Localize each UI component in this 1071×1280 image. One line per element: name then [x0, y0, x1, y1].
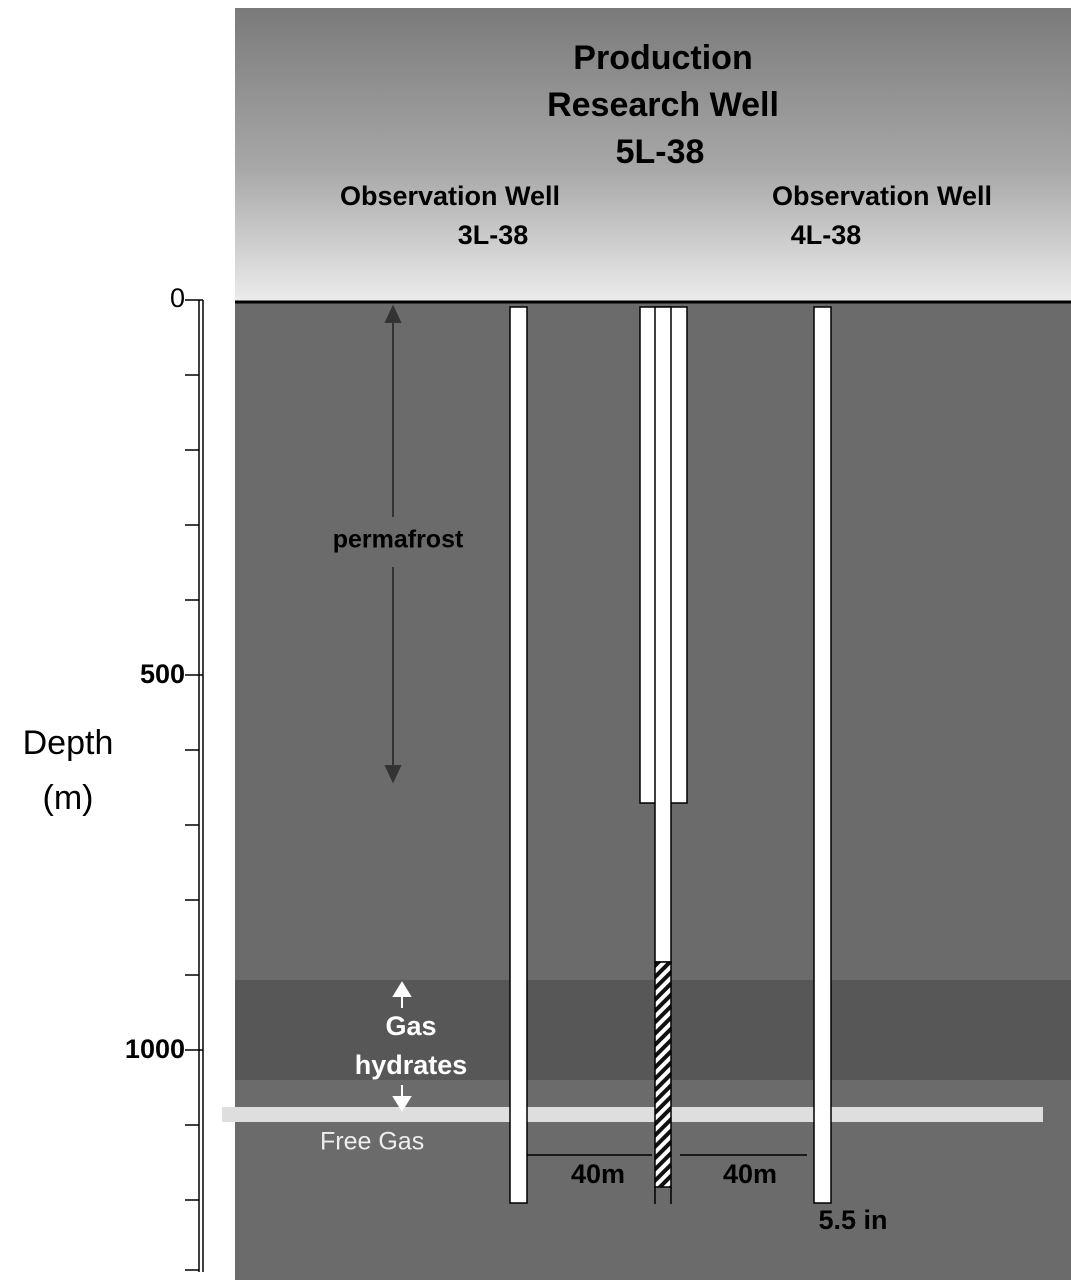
spacing-label: 40m	[723, 1159, 777, 1189]
hydrate-arrows	[392, 981, 412, 1112]
zone-label: hydrates	[355, 1050, 468, 1080]
well-id: 3L-38	[458, 220, 529, 250]
gas-boundary	[222, 1107, 1043, 1122]
sky	[235, 8, 1071, 302]
hydrate-zone	[235, 980, 1071, 1080]
axis-label: (m)	[43, 779, 94, 817]
well-name: Observation Well	[340, 181, 560, 211]
tick-label: 500	[140, 659, 185, 689]
axis-label: Depth	[23, 724, 114, 762]
zone-label: Free Gas	[320, 1128, 424, 1156]
spacing-label: 40m	[571, 1159, 625, 1189]
zone-label: permafrost	[333, 526, 464, 554]
zone-label: Gas	[385, 1011, 436, 1041]
well-id: 4L-38	[791, 220, 862, 250]
tick-label: 1000	[125, 1034, 185, 1064]
permafrost-arrow	[384, 304, 402, 784]
tick-label: 0	[170, 283, 185, 313]
title-line: Production	[573, 39, 752, 77]
title-line: 5L-38	[616, 133, 705, 171]
title-line: Research Well	[547, 86, 779, 124]
depth-axis	[185, 299, 204, 1272]
well-name: Observation Well	[772, 181, 992, 211]
wells	[509, 306, 832, 1204]
casing-label: 5.5 in	[818, 1205, 887, 1235]
